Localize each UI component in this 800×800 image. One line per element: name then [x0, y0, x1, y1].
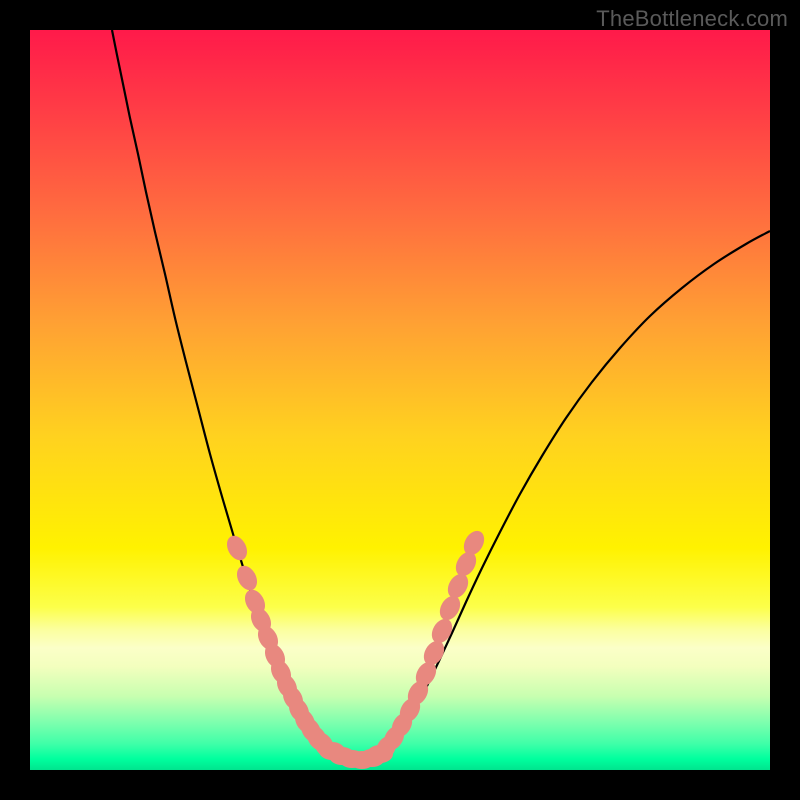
curve-left — [112, 30, 356, 760]
data-marker — [367, 745, 393, 763]
data-marker — [436, 592, 465, 624]
data-marker — [223, 532, 251, 563]
data-marker — [233, 562, 261, 593]
chart-svg — [30, 30, 770, 770]
watermark-text: TheBottleneck.com — [596, 6, 788, 32]
markers-group — [223, 527, 488, 769]
plot-area — [30, 30, 770, 770]
